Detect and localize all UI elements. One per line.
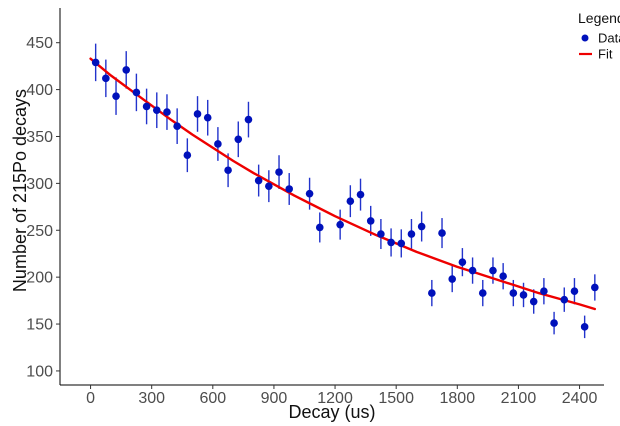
y-axis-title: Number of 215Po decays — [10, 89, 30, 292]
data-point — [193, 110, 202, 118]
data-point — [366, 217, 375, 225]
data-point — [377, 230, 385, 238]
data-point — [560, 295, 569, 304]
data-point — [550, 319, 558, 327]
data-point — [397, 239, 406, 248]
x-axis-title: Decay (us) — [288, 402, 375, 422]
data-point — [122, 66, 131, 74]
data-point — [91, 58, 100, 67]
x-tick-label: 300 — [138, 390, 165, 407]
data-point — [407, 230, 416, 238]
data-point — [529, 297, 538, 306]
data-point — [244, 115, 253, 124]
y-tick-label: 400 — [26, 82, 53, 99]
data-point — [438, 229, 446, 237]
legend-point-swatch — [581, 34, 589, 42]
x-tick-label: 1800 — [440, 390, 476, 407]
data-point — [112, 92, 120, 100]
data-point — [214, 140, 222, 148]
data-point — [570, 287, 579, 296]
legend-title: Legend — [578, 10, 620, 26]
data-point — [234, 135, 243, 144]
data-point — [152, 106, 161, 115]
data-point — [224, 166, 232, 175]
data-point — [315, 223, 324, 232]
data-point — [458, 258, 467, 266]
data-point — [428, 289, 436, 297]
data-point — [142, 102, 151, 111]
data-point — [448, 275, 457, 283]
y-tick-label: 450 — [26, 35, 53, 52]
data-point — [336, 220, 344, 229]
legend: Legend DataFit — [578, 10, 620, 62]
x-tick-label: 600 — [199, 390, 226, 407]
fit-line — [89, 57, 597, 311]
y-tick-label: 250 — [26, 223, 53, 240]
points-layer — [91, 58, 599, 331]
data-point — [417, 222, 426, 231]
data-point — [356, 190, 365, 199]
y-tick-label: 300 — [26, 176, 53, 193]
data-point — [591, 283, 599, 292]
data-point — [183, 151, 192, 160]
data-point — [580, 323, 589, 331]
data-point — [519, 291, 528, 299]
data-point — [203, 113, 212, 122]
data-point — [468, 266, 477, 275]
data-point — [540, 287, 548, 296]
axes-layer — [59, 8, 604, 386]
y-tick-label: 150 — [26, 317, 53, 334]
y-tick-label: 350 — [26, 129, 53, 146]
x-tick-label: 0 — [86, 390, 95, 407]
data-point — [387, 238, 395, 247]
y-tick-label: 200 — [26, 270, 53, 287]
data-point — [509, 289, 518, 297]
data-point — [102, 74, 110, 83]
data-point — [275, 168, 283, 176]
legend-item-label: Fit — [598, 47, 613, 62]
data-point — [346, 197, 355, 205]
x-tick-label: 900 — [261, 390, 288, 407]
x-tick-label: 1200 — [317, 390, 353, 407]
data-point — [265, 182, 273, 190]
data-point — [132, 88, 141, 97]
data-point — [285, 185, 294, 193]
y-tick-label: 100 — [26, 363, 53, 380]
legend-item-label: Data — [598, 31, 620, 46]
data-point — [305, 189, 314, 198]
labels-layer: Decay (us) Number of 215Po decays — [10, 89, 376, 422]
data-point — [254, 176, 263, 185]
data-point — [499, 272, 507, 281]
ticks-layer: 0 300 600 900 1200 1500 1800 2100 2400 100 150 200 2… — [26, 35, 597, 407]
x-tick-label: 2100 — [501, 390, 537, 407]
data-point — [163, 108, 171, 116]
data-point — [173, 122, 181, 130]
fit-layer — [89, 57, 597, 311]
x-tick-label: 1500 — [378, 390, 414, 407]
x-tick-label: 2400 — [562, 390, 598, 407]
data-point — [478, 289, 487, 297]
data-point — [489, 266, 497, 275]
